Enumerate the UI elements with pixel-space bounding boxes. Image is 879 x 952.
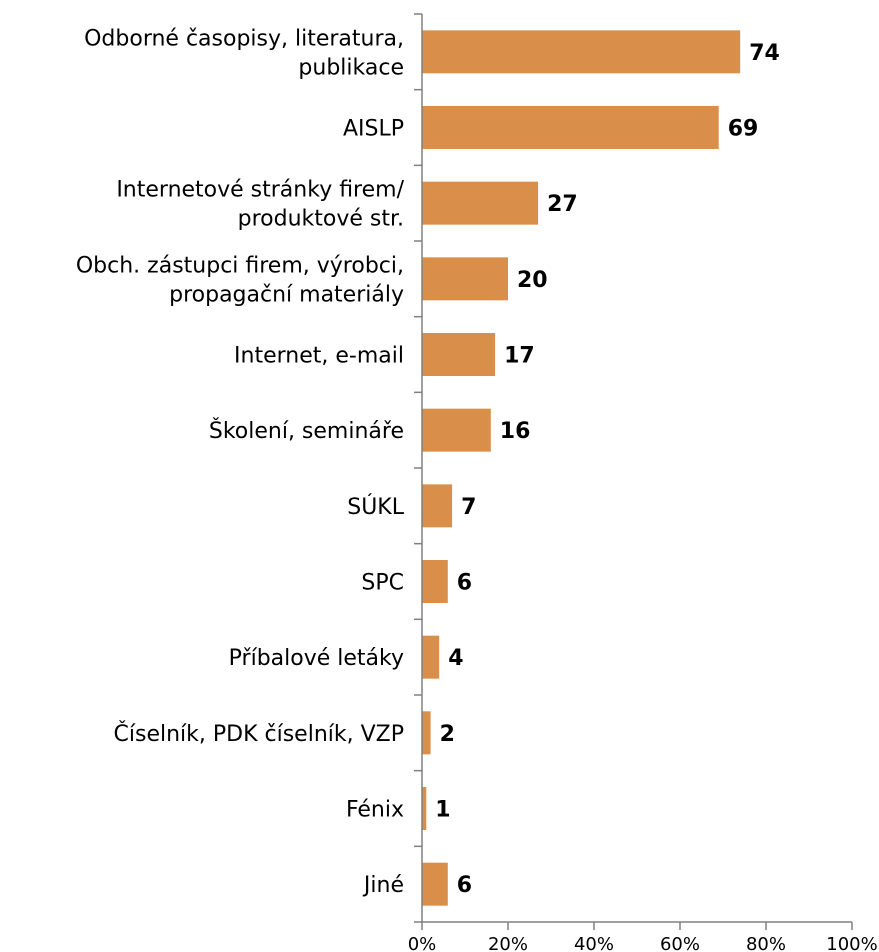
bar-value-label: 27 [547,192,578,217]
bar [422,408,491,452]
bar [422,257,508,301]
category-labels: Odborné časopisy, literatura, publikace AI… [76,26,405,898]
category-label: Jiné [362,873,404,898]
bar [422,484,453,528]
bar [422,862,448,906]
category-label-line: Fénix [346,798,404,823]
bar-value-label: 20 [517,268,548,293]
category-label-line: Obch. zástupci firem, výrobci, [76,253,404,278]
x-tick-label: 100% [826,934,877,952]
category-label-line: AISLP [343,117,404,142]
x-tick-labels: 0% 20% 40% 60% 80% 100% [408,934,878,952]
bar-value-label: 7 [461,495,476,520]
category-label: Obch. zástupci firem, výrobci, propagační… [76,253,404,307]
bar-value-label: 1 [435,798,450,823]
category-label-line: Číselník, PDK číselník, VZP [114,721,404,747]
x-tick-label: 80% [746,934,786,952]
bar-value-label: 16 [500,419,531,444]
bar-value-label: 69 [728,117,759,142]
category-label-line: SPC [361,571,404,596]
bars-group [422,30,741,906]
category-label-line: Odborné časopisy, literatura, [84,26,404,51]
bar-value-label: 6 [457,873,472,898]
category-label-line: produktové str. [238,207,404,232]
category-label-line: Internetové stránky firem/ [116,178,404,203]
bar-value-label: 2 [440,722,455,747]
category-label: Číselník, PDK číselník, VZP [114,721,404,747]
category-label: Školení, semináře [209,418,404,444]
bar [422,560,448,603]
category-label-line: Internet, e-mail [234,344,404,369]
category-label-line: SÚKL [347,494,404,520]
bar [422,711,431,755]
bar-value-label: 4 [448,646,463,671]
category-label-line: publikace [298,55,404,80]
y-axis-ticks [414,13,422,923]
x-axis-ticks [421,922,853,930]
x-tick-label: 20% [488,934,528,952]
category-label-line: Příbalové letáky [229,646,404,671]
bar [422,333,496,376]
bar-value-label: 74 [749,41,780,66]
bar-value-label: 17 [504,344,535,369]
category-label-line: Jiné [362,873,404,898]
category-label: AISLP [343,117,404,142]
bar [422,106,719,149]
category-label: Fénix [346,798,404,823]
bar [422,30,741,74]
x-tick-label: 0% [408,934,437,952]
bar [422,635,440,679]
category-label: SÚKL [347,494,404,520]
category-label: SPC [361,571,404,596]
category-label-line: propagační materiály [169,282,404,307]
category-label: Odborné časopisy, literatura, publikace [84,26,404,80]
x-tick-label: 60% [660,934,700,952]
x-tick-label: 40% [574,934,614,952]
bar [422,181,539,225]
category-label-line: Školení, semináře [209,418,404,444]
category-label: Internet, e-mail [234,344,404,369]
bar [422,787,427,830]
category-label: Příbalové letáky [229,646,404,671]
category-label: Internetové stránky firem/produktové str… [116,178,404,232]
bar-value-label: 6 [457,571,472,596]
